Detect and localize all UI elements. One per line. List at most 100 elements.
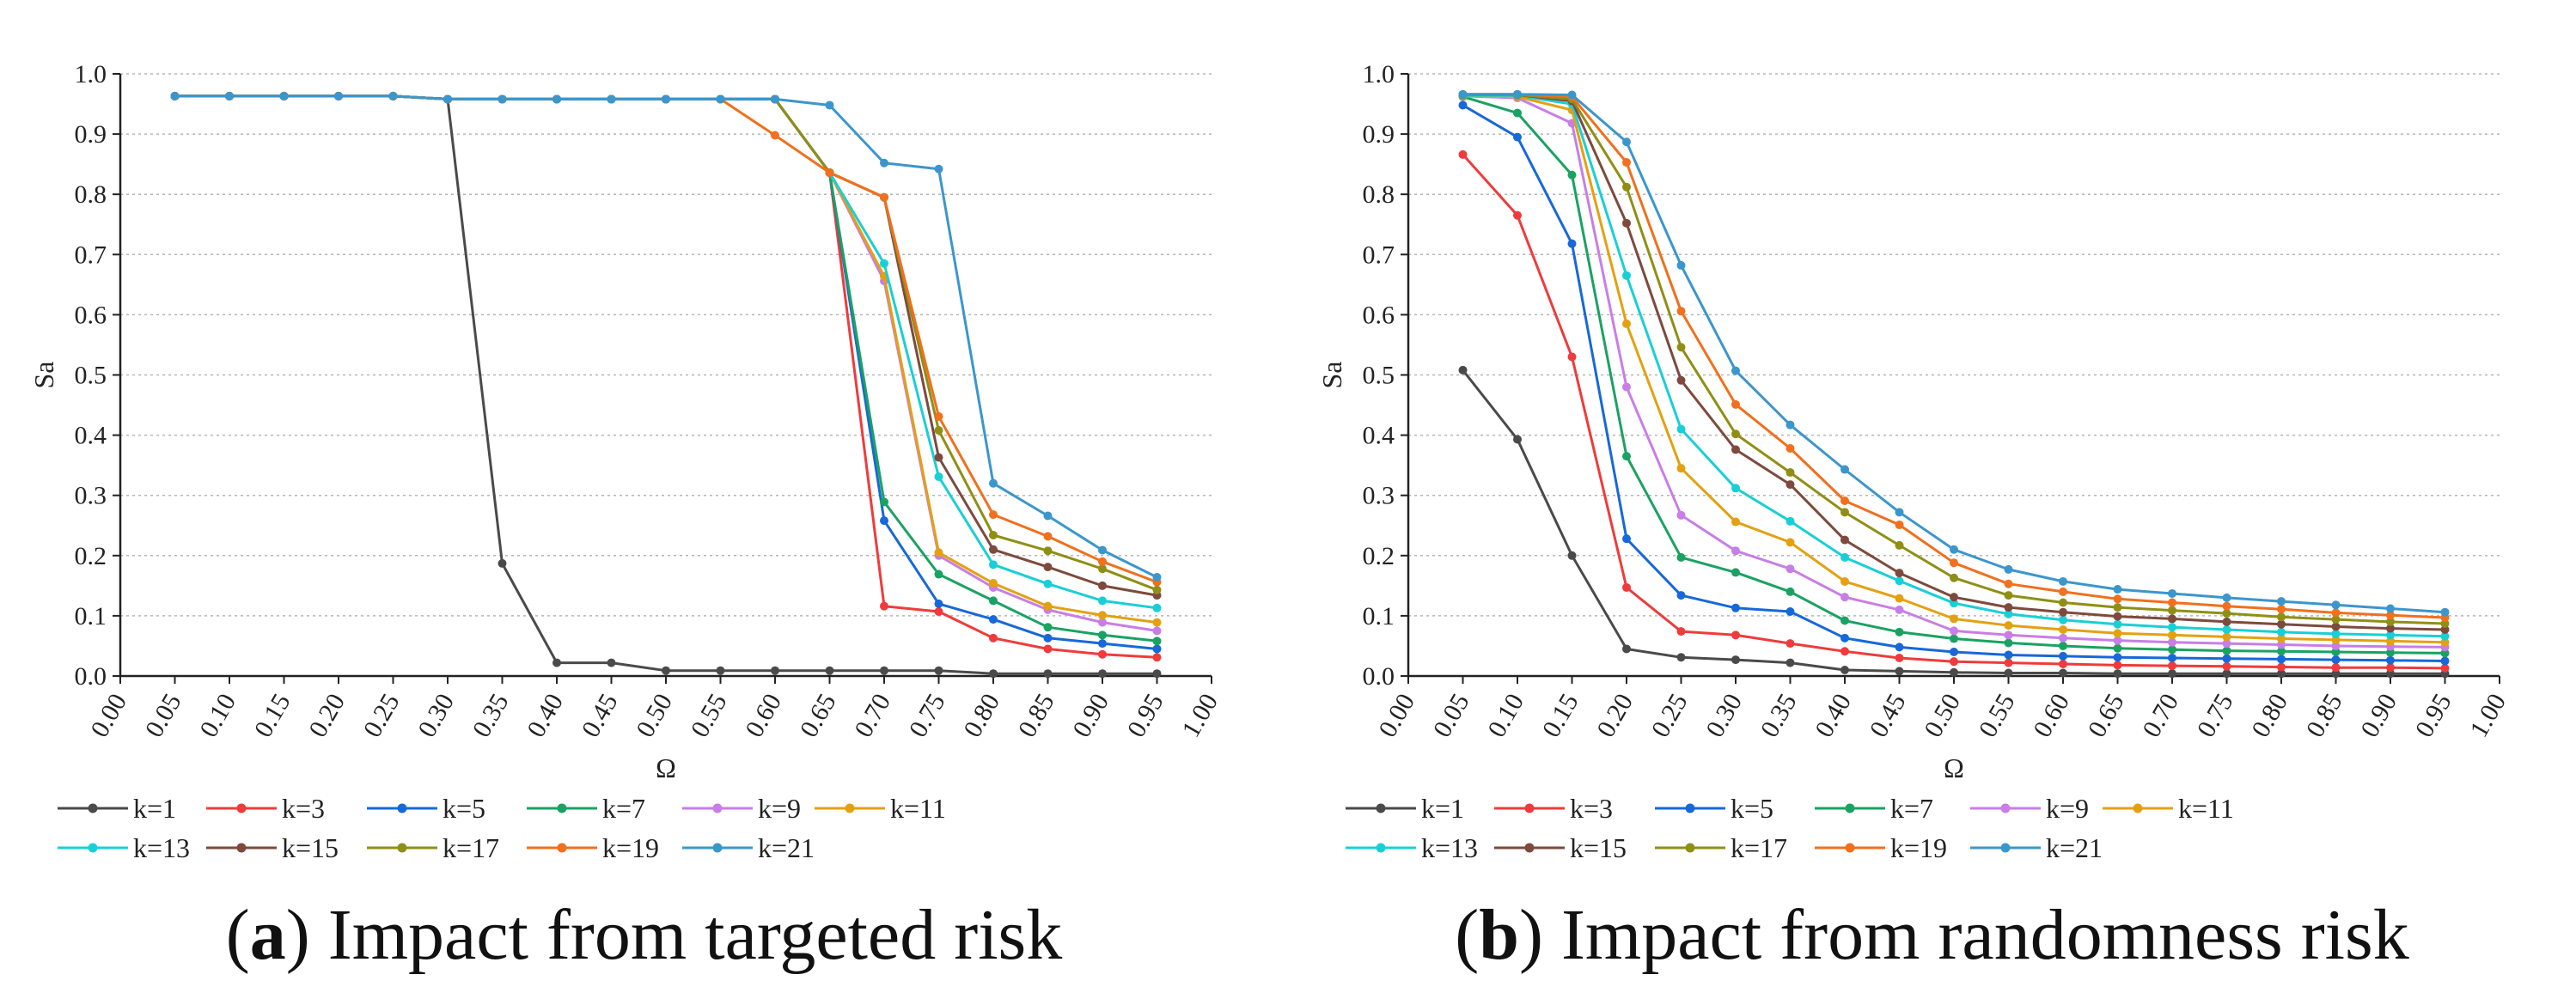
data-point-3-17 — [2386, 648, 2395, 657]
data-point-1-14 — [2222, 661, 2231, 671]
data-point-10-1 — [225, 91, 234, 100]
y-tick-label: 0.9 — [1363, 120, 1395, 149]
data-point-3-15 — [989, 596, 998, 606]
data-point-7-15 — [989, 545, 998, 554]
y-axis-label: Sa — [1316, 362, 1347, 389]
data-point-2-9 — [1950, 647, 1958, 656]
data-point-7-18 — [2440, 625, 2450, 635]
data-point-5-18 — [2440, 637, 2450, 647]
data-point-4-10 — [2004, 630, 2013, 640]
data-point-5-15 — [2277, 634, 2286, 643]
data-point-9-16 — [1043, 532, 1053, 541]
x-tick-label: 0.70 — [2137, 689, 2184, 742]
data-point-3-1 — [1513, 108, 1522, 118]
legend-label-10: k=21 — [2046, 832, 2103, 863]
data-point-9-12 — [825, 168, 834, 177]
data-point-8-12 — [2113, 603, 2122, 612]
data-point-10-14 — [934, 164, 943, 174]
data-point-9-14 — [2222, 601, 2231, 611]
y-tick-label: 1.0 — [75, 60, 107, 88]
x-tick-label: 0.10 — [194, 689, 241, 742]
data-point-10-5 — [443, 94, 452, 104]
legend-marker-1 — [236, 803, 247, 813]
data-point-1-12 — [2113, 661, 2122, 670]
series-line-3 — [174, 94, 1157, 643]
data-point-8-17 — [2386, 617, 2395, 626]
data-point-6-6 — [1785, 516, 1795, 526]
x-tick-label: 0.05 — [1428, 689, 1475, 742]
data-point-6-16 — [1043, 579, 1053, 588]
data-point-1-1 — [1513, 210, 1522, 220]
data-point-3-14 — [2222, 646, 2231, 655]
data-point-4-16 — [2331, 641, 2341, 650]
series-line-10 — [174, 94, 1158, 579]
data-point-1-17 — [2386, 663, 2395, 673]
data-point-1-8 — [1895, 653, 1904, 662]
legend-marker-7 — [1524, 843, 1535, 853]
y-tick-label: 0.7 — [1363, 241, 1395, 269]
data-point-0-11 — [771, 666, 779, 675]
data-point-0-11 — [2059, 668, 2067, 678]
data-point-10-2 — [1567, 90, 1577, 100]
x-tick-label: 0.90 — [1067, 689, 1114, 742]
data-point-9-17 — [1098, 557, 1107, 566]
data-point-0-14 — [2222, 669, 2231, 679]
y-tick-label: 0.4 — [75, 422, 107, 450]
data-point-2-7 — [1840, 633, 1849, 643]
data-point-10-3 — [1622, 137, 1631, 147]
data-point-1-13 — [880, 601, 888, 611]
data-point-10-8 — [607, 94, 616, 104]
series-line-9 — [174, 94, 1158, 584]
data-point-9-17 — [2386, 611, 2395, 620]
data-point-7-8 — [1895, 569, 1904, 578]
data-point-6-10 — [2004, 609, 2013, 618]
data-point-1-11 — [2059, 659, 2067, 668]
legend-label-6: k=13 — [1421, 832, 1478, 863]
x-tick-label: 0.35 — [467, 689, 515, 742]
data-point-1-2 — [1567, 352, 1577, 362]
x-tick-label: 0.45 — [577, 689, 624, 742]
data-point-0-16 — [1043, 669, 1053, 679]
legend-label-6: k=13 — [133, 832, 190, 863]
data-point-0-4 — [1676, 653, 1686, 662]
data-point-7-11 — [2059, 607, 2067, 617]
data-point-8-7 — [1840, 508, 1849, 517]
data-point-0-9 — [662, 666, 670, 675]
data-point-0-9 — [1950, 667, 1958, 677]
data-point-0-16 — [2331, 669, 2341, 679]
data-point-6-5 — [1731, 484, 1740, 493]
legend-label-4: k=9 — [2046, 793, 2089, 824]
data-point-8-6 — [1785, 468, 1795, 478]
data-point-4-17 — [1098, 618, 1107, 627]
data-point-6-15 — [2277, 627, 2286, 636]
caption-a: (a) Impact from targeted risk — [225, 895, 1063, 975]
legend-marker-7 — [236, 843, 247, 853]
data-point-6-14 — [934, 472, 943, 481]
legend-label-0: k=1 — [133, 793, 176, 824]
data-point-10-10 — [2004, 564, 2013, 574]
data-point-6-8 — [1895, 576, 1904, 586]
chart-a: 0.0 0.1 0.2 0.3 0.4 0.5 0.6 0.7 0.8 0.9 1.0 0.00 0.0… — [28, 60, 1224, 863]
y-axis-label: Sa — [28, 362, 59, 389]
data-point-4-4 — [1676, 510, 1686, 520]
x-tick-label: 0.25 — [358, 689, 406, 742]
chart-panel-b: 0.0 0.1 0.2 0.3 0.4 0.5 0.6 0.7 0.8 0.9 1.0 0.00 0.0… — [1288, 0, 2576, 1005]
data-point-10-18 — [2440, 607, 2450, 617]
legend-label-7: k=15 — [282, 832, 339, 863]
data-point-1-15 — [2277, 662, 2286, 672]
data-point-7-14 — [934, 453, 943, 462]
data-point-10-0 — [1458, 89, 1468, 99]
data-point-6-17 — [1098, 596, 1107, 606]
data-point-6-16 — [2331, 629, 2341, 638]
y-tick-label: 0.6 — [75, 301, 107, 329]
y-tick-label: 0.6 — [1363, 301, 1395, 329]
data-point-3-12 — [2113, 643, 2122, 653]
data-point-2-12 — [2113, 653, 2122, 662]
data-point-5-12 — [2113, 629, 2122, 638]
data-point-7-16 — [1043, 563, 1053, 572]
data-point-9-9 — [1950, 558, 1958, 568]
data-point-0-17 — [1098, 669, 1107, 679]
data-point-0-3 — [1622, 644, 1631, 654]
data-point-4-7 — [1840, 593, 1849, 602]
series-line-8 — [174, 94, 1158, 592]
